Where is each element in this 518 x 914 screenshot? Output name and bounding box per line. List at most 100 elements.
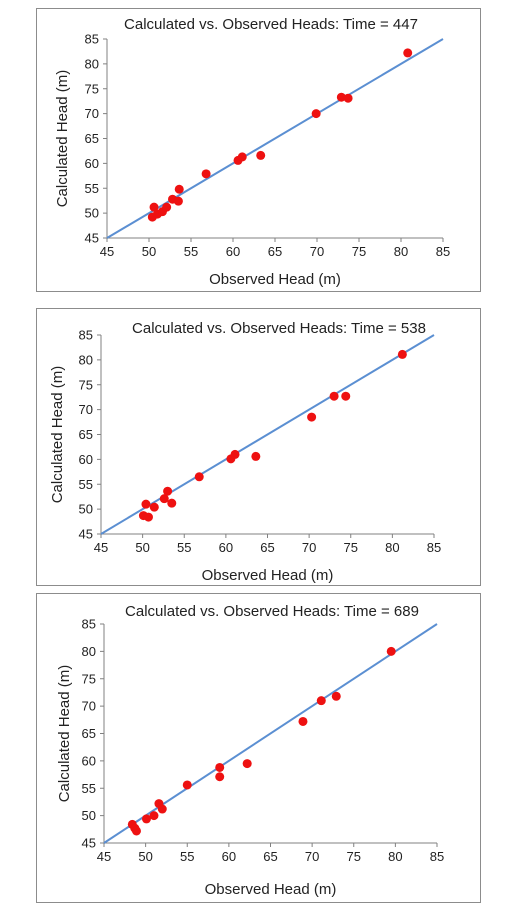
x-tick-label: 80 [385, 540, 399, 555]
chart-title: Calculated vs. Observed Heads: Time = 53… [132, 320, 426, 337]
chart-title: Calculated vs. Observed Heads: Time = 44… [124, 16, 418, 33]
data-point [201, 169, 211, 179]
data-point [143, 512, 153, 522]
y-tick-label: 75 [82, 671, 96, 686]
data-point [343, 93, 353, 103]
y-tick-label: 80 [79, 352, 93, 367]
one-to-one-line [100, 334, 435, 535]
data-point [131, 826, 141, 836]
data-point [331, 691, 341, 701]
data-point [159, 494, 169, 504]
y-tick-label: 75 [79, 377, 93, 392]
x-axis-label: Observed Head (m) [205, 881, 337, 898]
y-tick-label: 65 [85, 131, 99, 146]
scatter-chart-time-447: 45 50 55 60 65 70 75 80 85 45 50 55 60 65 70 75 80 85 Calc… [54, 16, 450, 288]
data-point [230, 449, 240, 459]
y-axis-label: Calculated Head (m) [54, 70, 71, 208]
y-tick-label: 55 [85, 181, 99, 196]
x-tick-label: 75 [347, 849, 361, 864]
data-point [149, 811, 159, 821]
x-tick-label: 75 [352, 244, 366, 259]
x-tick-label: 50 [138, 849, 152, 864]
data-point [141, 499, 151, 509]
y-tick-label: 75 [85, 81, 99, 96]
data-point [141, 814, 151, 824]
chart-panel-2: 45 50 55 60 65 70 75 80 85 45 50 55 60 65 70 75 80 85 Calc… [36, 308, 481, 586]
y-tick-label: 50 [85, 206, 99, 221]
chart-panel-1: 45 50 55 60 65 70 75 80 85 45 50 55 60 65 70 75 80 85 Calc… [36, 8, 481, 292]
scatter-chart-time-689: 45 50 55 60 65 70 75 80 85 45 50 55 60 65 70 75 80 85 Calc… [56, 603, 444, 898]
y-tick-label: 45 [85, 231, 99, 246]
x-tick-label: 65 [260, 540, 274, 555]
x-axis-label: Observed Head (m) [202, 567, 334, 584]
x-tick-label: 50 [135, 540, 149, 555]
data-point [194, 472, 204, 482]
data-point [256, 150, 266, 160]
x-tick-label: 55 [177, 540, 191, 555]
y-tick-label: 70 [85, 106, 99, 121]
data-point [311, 109, 321, 119]
data-point [341, 391, 351, 401]
x-tick-label: 85 [427, 540, 441, 555]
y-tick-label: 60 [82, 753, 96, 768]
x-tick-label: 75 [344, 540, 358, 555]
chart-panel-3: 45 50 55 60 65 70 75 80 85 45 50 55 60 65 70 75 80 85 Calc… [36, 593, 481, 903]
chart-title: Calculated vs. Observed Heads: Time = 68… [125, 603, 419, 620]
data-point [149, 502, 159, 512]
data-point [237, 152, 247, 162]
x-tick-label: 85 [430, 849, 444, 864]
y-tick-label: 70 [79, 402, 93, 417]
y-tick-label: 45 [82, 836, 96, 851]
data-point [157, 804, 167, 814]
x-tick-label: 70 [302, 540, 316, 555]
data-point [316, 696, 326, 706]
x-tick-label: 80 [388, 849, 402, 864]
data-point [173, 196, 183, 206]
y-tick-label: 85 [85, 32, 99, 47]
data-point [215, 772, 225, 782]
scatter-chart-time-538: 45 50 55 60 65 70 75 80 85 45 50 55 60 65 70 75 80 85 Calc… [49, 320, 441, 584]
x-tick-label: 55 [180, 849, 194, 864]
data-point [167, 498, 177, 508]
y-tick-label: 85 [82, 617, 96, 632]
y-tick-label: 55 [79, 477, 93, 492]
y-tick-label: 60 [79, 452, 93, 467]
y-axis-label: Calculated Head (m) [49, 366, 66, 504]
data-point [386, 646, 396, 656]
x-tick-label: 45 [94, 540, 108, 555]
data-point [163, 486, 173, 496]
x-tick-label: 55 [184, 244, 198, 259]
y-tick-label: 60 [85, 156, 99, 171]
y-tick-label: 55 [82, 781, 96, 796]
data-point [329, 391, 339, 401]
data-point [403, 48, 413, 58]
x-tick-label: 80 [394, 244, 408, 259]
y-axis-label: Calculated Head (m) [56, 665, 73, 803]
y-tick-label: 70 [82, 699, 96, 714]
y-tick-label: 80 [82, 644, 96, 659]
y-tick-label: 50 [82, 808, 96, 823]
x-tick-label: 60 [226, 244, 240, 259]
x-tick-label: 85 [436, 244, 450, 259]
x-tick-label: 70 [310, 244, 324, 259]
data-point [149, 202, 159, 212]
one-to-one-line [103, 623, 438, 844]
x-tick-label: 45 [97, 849, 111, 864]
y-tick-label: 50 [79, 502, 93, 517]
data-point [336, 92, 346, 102]
data-point [251, 451, 261, 461]
y-tick-label: 85 [79, 328, 93, 343]
y-tick-label: 65 [79, 427, 93, 442]
data-point [307, 412, 317, 422]
data-point [215, 762, 225, 772]
data-point [298, 716, 308, 726]
data-point [242, 759, 252, 769]
data-point [182, 780, 192, 790]
x-tick-label: 60 [219, 540, 233, 555]
data-point [174, 184, 184, 194]
x-tick-label: 65 [268, 244, 282, 259]
x-tick-label: 70 [305, 849, 319, 864]
y-tick-label: 65 [82, 726, 96, 741]
x-tick-label: 50 [142, 244, 156, 259]
x-axis-label: Observed Head (m) [209, 271, 341, 288]
